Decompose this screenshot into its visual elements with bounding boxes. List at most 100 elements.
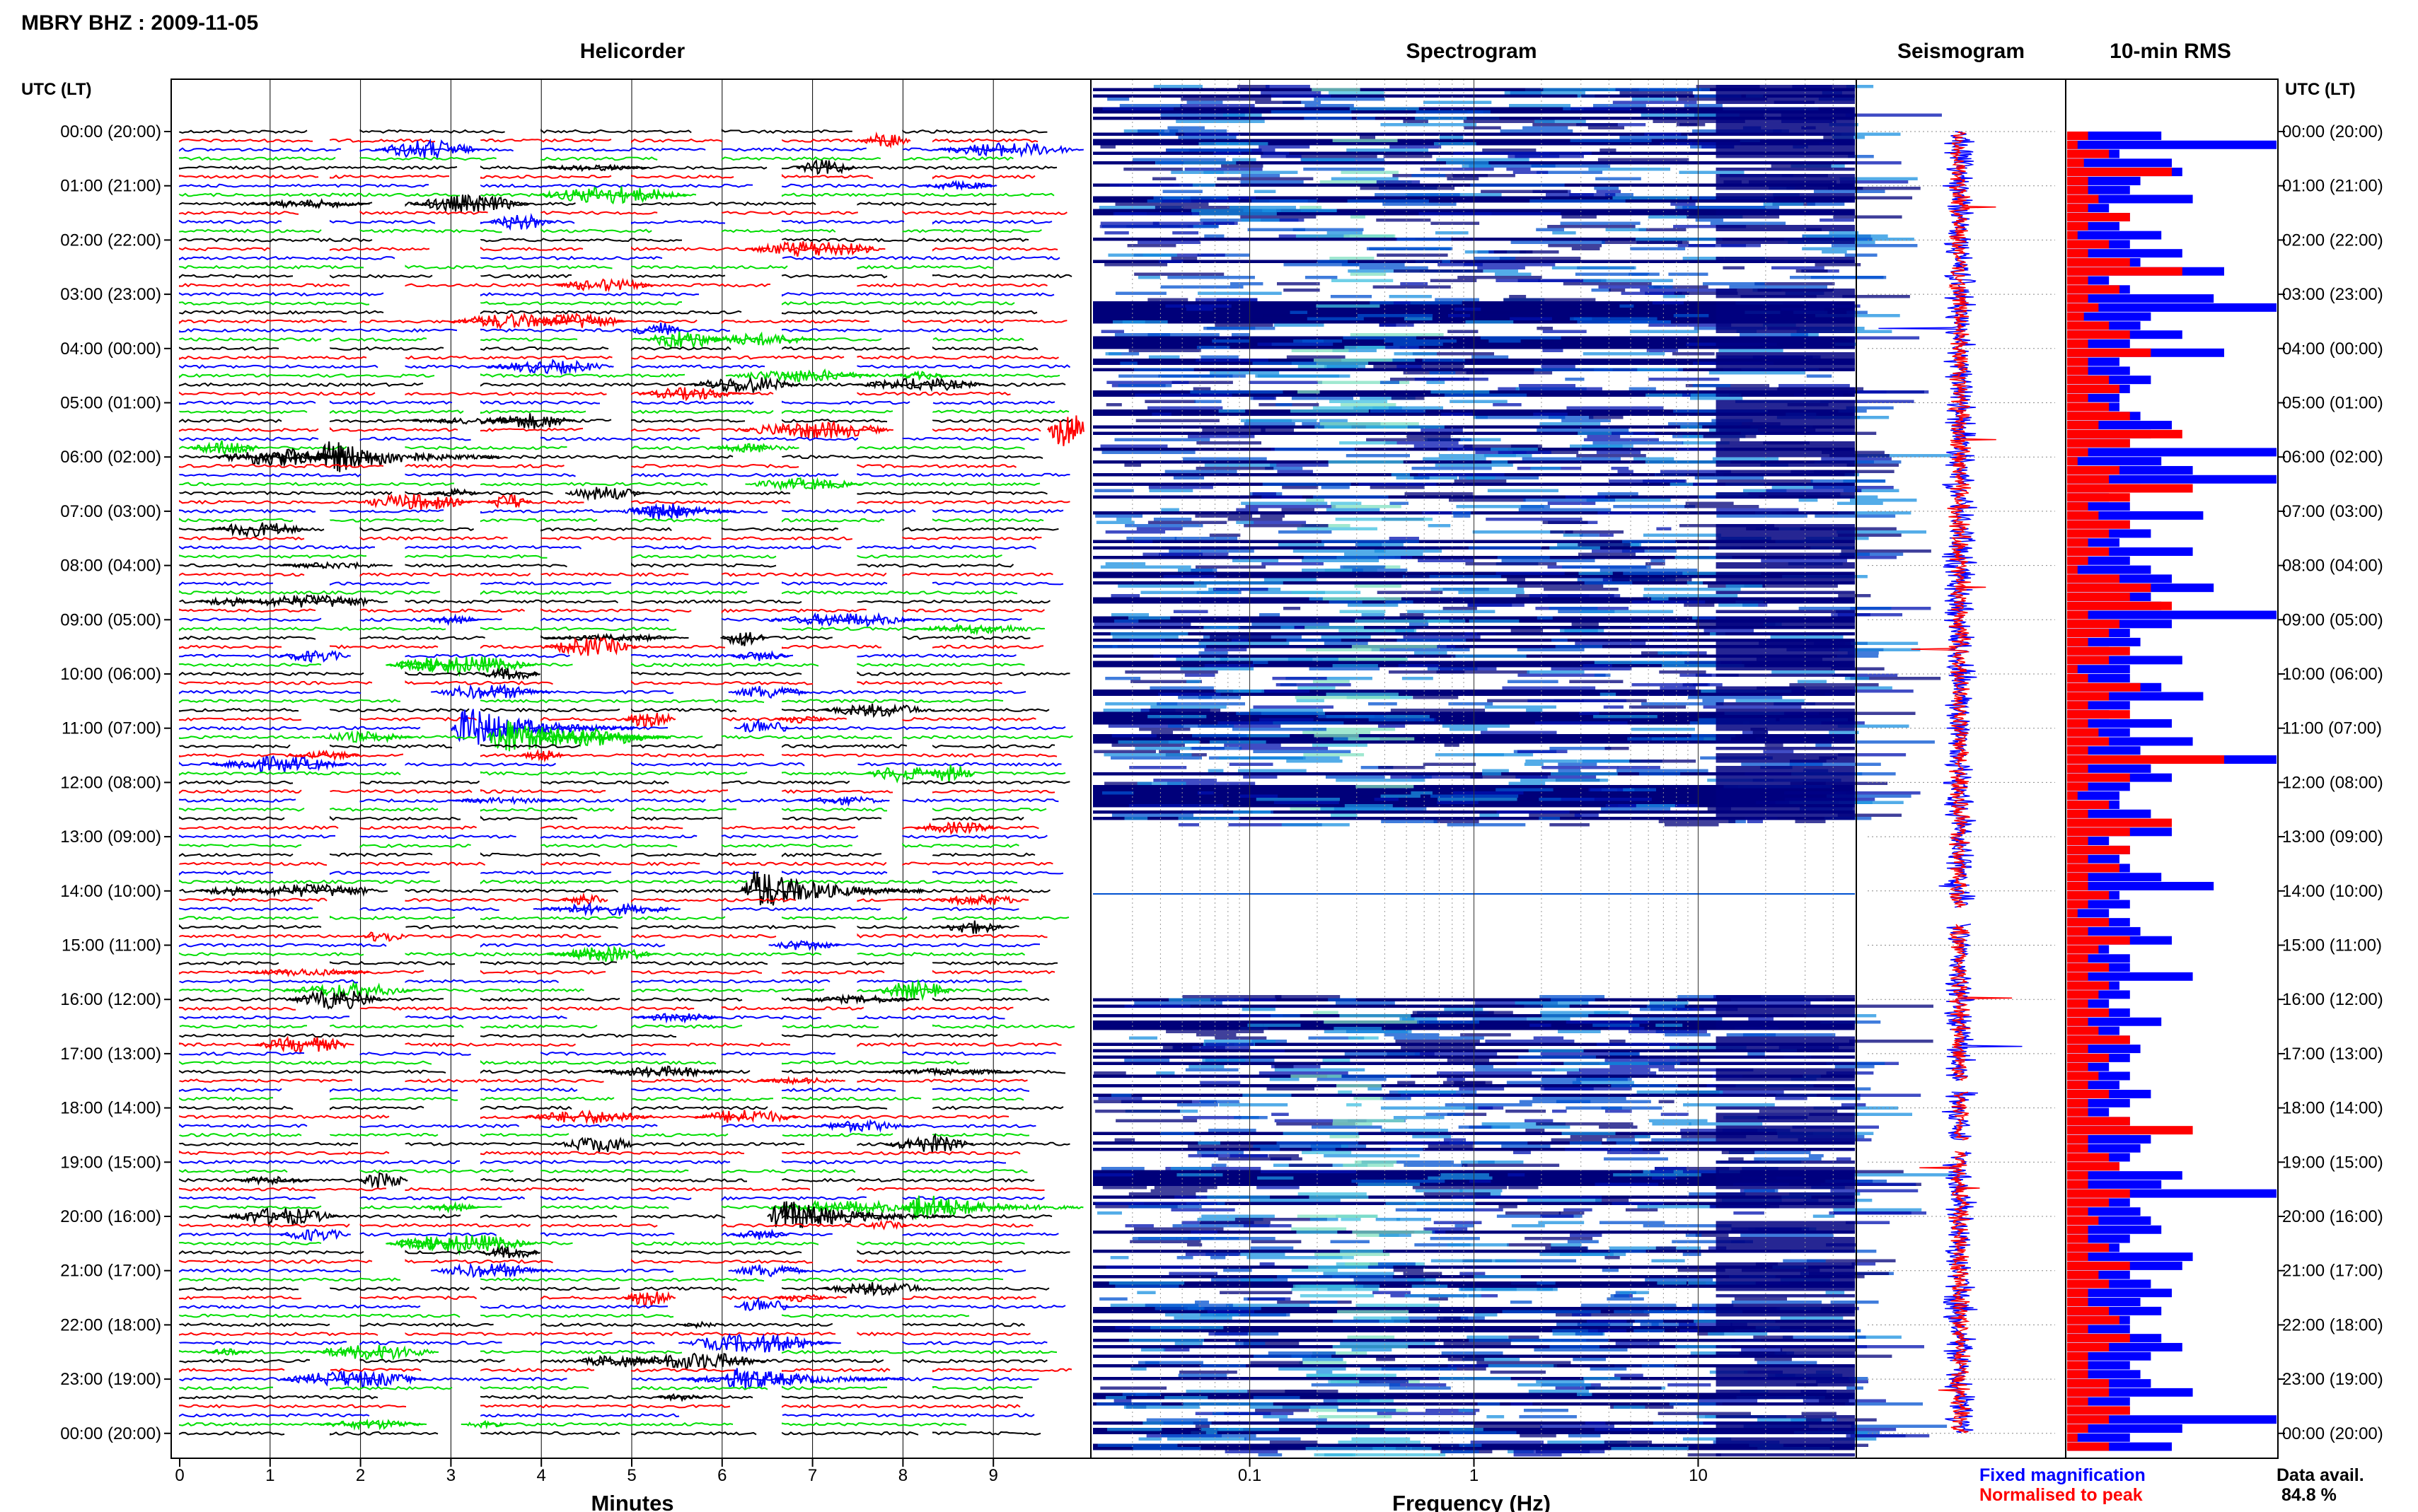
spectrogram-cell	[1195, 565, 1266, 569]
spectrogram-cell	[1447, 330, 1479, 333]
spectrogram-cell	[1444, 393, 1527, 397]
rms-bar-fixed	[2067, 465, 2193, 475]
spectrogram-cell	[1609, 320, 1671, 324]
rms-bar-normalised	[2067, 1017, 2088, 1026]
spectrogram-cell	[1551, 667, 1632, 670]
spectrogram-cell	[1291, 397, 1353, 400]
helicorder-trace	[179, 291, 1055, 297]
spectrogram-cell	[1511, 1224, 1545, 1228]
spectrogram-cell	[1253, 1354, 1312, 1358]
spectrogram-cell	[1156, 161, 1184, 165]
helicorder-trace	[179, 943, 1041, 948]
helicorder-trace	[179, 1404, 1021, 1409]
rms-bar-normalised	[2067, 1035, 2130, 1045]
spectrogram-cell	[1576, 454, 1646, 458]
spectrogram-cell	[1160, 285, 1244, 289]
spectrogram-cell	[1474, 257, 1515, 260]
helicorder-noise-burst	[645, 331, 721, 350]
rms-bar-normalised	[2067, 1442, 2110, 1451]
spectrogram-hf-band	[1716, 177, 1855, 180]
spectrogram-cell	[1290, 409, 1369, 413]
spectrogram-hf-band	[1716, 1284, 1855, 1288]
spectrogram-cell	[1412, 1186, 1508, 1190]
rms-bar-normalised	[2067, 1306, 2110, 1315]
spectrogram-cell	[1604, 1256, 1620, 1260]
spectrogram-cell	[1783, 1259, 1826, 1262]
spectrogram-cell	[1150, 686, 1214, 690]
spectrogram-cell	[1812, 1214, 1835, 1218]
spectrogram-cell	[1636, 804, 1675, 808]
spectrogram-hf-band	[1716, 530, 1855, 534]
spectrogram-cell	[1549, 823, 1590, 827]
spectrogram-cell	[1754, 282, 1835, 286]
spectrogram-cell	[1631, 1231, 1701, 1234]
spectrogram-cell	[1687, 581, 1703, 585]
spectrogram-hf-band	[1716, 1195, 1855, 1199]
spectrogram-cell	[1096, 1402, 1162, 1406]
spectrogram-hf-band	[1716, 540, 1855, 543]
spectrogram-cell	[1580, 533, 1600, 537]
spectrogram-cell	[1482, 772, 1502, 776]
spectrogram-cell	[1508, 155, 1584, 158]
rms-bar-normalised	[2067, 493, 2130, 502]
spectrogram-cell	[1634, 1135, 1650, 1139]
spectrogram-cell	[1354, 584, 1401, 588]
spectrogram-hf-band	[1716, 1310, 1855, 1313]
spectrogram-cell	[1609, 289, 1626, 292]
rms-bar-normalised	[2067, 583, 2151, 593]
spectrogram-hf-band	[1716, 1008, 1855, 1011]
spectrogram-cell	[1290, 1074, 1342, 1078]
helicorder-trace	[179, 1322, 1025, 1327]
spectrogram-hf-band	[1716, 199, 1855, 203]
spectrogram-cell	[1412, 352, 1495, 356]
spectrogram-cell	[1263, 578, 1317, 581]
spectrogram-cell	[1128, 804, 1224, 808]
spectrogram-cell	[1695, 219, 1723, 222]
spectrogram-cell	[1394, 352, 1438, 356]
spectrogram-cell	[1449, 728, 1488, 731]
hour-label-right: 19:00 (15:00)	[2282, 1153, 2383, 1172]
spectrogram-hf-band	[1716, 257, 1855, 260]
spectrogram-cell	[1165, 1313, 1239, 1317]
helicorder-x-tick-label: 2	[356, 1466, 365, 1485]
spectrogram-cell	[1458, 1409, 1474, 1412]
helicorder-noise-burst	[731, 1228, 789, 1240]
spectrogram-cell	[1771, 164, 1832, 168]
rms-bar-fixed	[2067, 140, 2277, 149]
spectrogram-cell	[1302, 731, 1371, 734]
helicorder-noise-burst	[544, 632, 689, 643]
spectrogram-cell	[1155, 161, 1237, 165]
spectrogram-cell	[1560, 221, 1641, 225]
spectrogram-hf-band	[1716, 1250, 1855, 1253]
spectrogram-hf-band	[1716, 537, 1855, 540]
spectrogram-cell	[1565, 378, 1585, 381]
spectrogram-cell	[1629, 705, 1687, 709]
rms-bar-normalised	[2067, 194, 2099, 204]
spectrogram-cell	[1815, 196, 1913, 199]
spectrogram-cell	[1450, 654, 1527, 658]
spectrogram-cell	[1582, 444, 1633, 448]
spectrogram-cell	[1114, 438, 1210, 441]
spectrogram-cell	[1651, 1322, 1696, 1326]
spectrogram-cell	[1525, 342, 1620, 346]
spectrogram-cell	[1534, 161, 1583, 165]
spectrogram-cell	[1291, 1227, 1347, 1231]
spectrogram-cell	[1295, 696, 1391, 699]
spectrogram-cell	[1380, 794, 1421, 798]
spectrogram-cell	[1186, 1431, 1206, 1434]
spectrogram-cell	[1672, 352, 1715, 356]
spectrogram-hf-band	[1716, 1042, 1855, 1046]
spectrogram-cell	[1345, 1262, 1378, 1266]
spectrogram-cell	[1413, 476, 1430, 479]
spectrogram-cell	[1695, 1233, 1729, 1237]
spectrogram-cell	[1570, 107, 1631, 110]
spectrogram-hf-band	[1716, 132, 1855, 136]
spectrogram-cell	[1359, 1380, 1408, 1383]
spectrogram-cell	[1195, 1424, 1210, 1428]
spectrogram-cell	[1449, 1141, 1528, 1145]
spectrogram-cell	[1629, 760, 1696, 763]
rms-bar-normalised	[2067, 620, 2119, 629]
helicorder-trace	[179, 842, 1019, 849]
helicorder-trace	[179, 1132, 1030, 1138]
spectrogram-cell	[1358, 482, 1437, 486]
